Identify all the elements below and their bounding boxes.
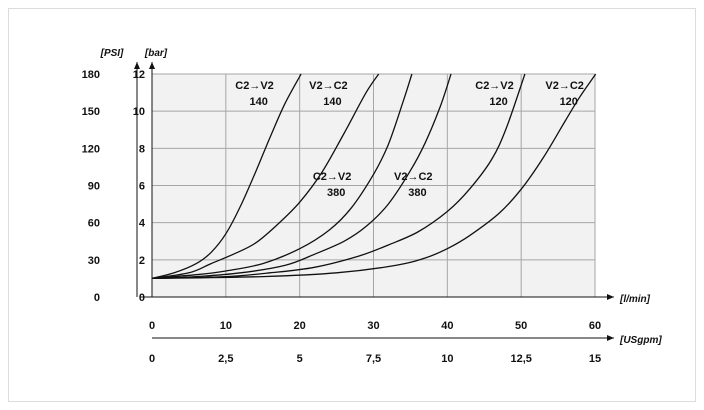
- curve-label: V2→C2: [309, 80, 348, 92]
- y2-tick-label: 60: [88, 218, 100, 230]
- series-line-2: [151, 73, 380, 280]
- series-line-3: [151, 73, 413, 280]
- y2-tick-label: 30: [88, 255, 100, 267]
- curve-label-value: 120: [560, 96, 578, 108]
- x2-tick-label: 0: [149, 353, 155, 365]
- x2-tick-label: 5: [297, 353, 303, 365]
- y2-tick-label: 0: [94, 292, 100, 304]
- y-tick-label: 12: [133, 69, 145, 81]
- series-line-6: [151, 73, 597, 280]
- y-tick-label: 4: [139, 218, 146, 230]
- curve-label-value: 140: [323, 96, 341, 108]
- x2-tick-label: 12,5: [510, 353, 531, 365]
- x2-tick-label: 10: [441, 353, 453, 365]
- y-tick-label: 2: [139, 255, 145, 267]
- x2-axis-label: [USgpm]: [619, 335, 662, 346]
- curve-label: C2→V2: [475, 80, 514, 92]
- grid: [152, 73, 596, 297]
- x-tick-label: 30: [367, 320, 379, 332]
- x-tick-label: 60: [589, 320, 601, 332]
- y2-tick-label: 150: [82, 106, 100, 118]
- y2-axis-label: [PSI]: [100, 48, 124, 59]
- curve-label-value: 120: [489, 96, 507, 108]
- x-tick-label: 10: [220, 320, 232, 332]
- series-group: [151, 73, 597, 280]
- y2-tick-label: 180: [82, 69, 100, 81]
- curve-label: C2→V2: [313, 171, 352, 183]
- x-tick-label: 20: [294, 320, 306, 332]
- tick-labels: 0 10 20 30 40 50 600 2,5 5 7,5 10 12,5 1502468101203…: [82, 69, 601, 365]
- curve-annotations: C2→V2 140 V2→C2 140 C2→V2 380 V2→C2 380 C2→V2 120…: [235, 80, 584, 199]
- y-tick-label: 6: [139, 181, 145, 193]
- y2-tick-label: 90: [88, 181, 100, 193]
- x-tick-label: 40: [441, 320, 453, 332]
- y2-tick-label: 120: [82, 143, 100, 155]
- curve-label: C2→V2: [235, 80, 274, 92]
- series-line-1: [151, 73, 302, 280]
- series-line-5: [151, 73, 526, 280]
- x-axis-label: [l/min]: [619, 294, 651, 305]
- series-line-4: [151, 73, 452, 280]
- x-tick-label: 50: [515, 320, 527, 332]
- curve-label: V2→C2: [545, 80, 584, 92]
- y-tick-label: 8: [139, 143, 145, 155]
- y-tick-label: 10: [133, 106, 145, 118]
- curve-label-value: 380: [327, 187, 345, 199]
- curve-label: V2→C2: [394, 171, 433, 183]
- curve-label-value: 140: [249, 96, 267, 108]
- x2-tick-label: 15: [589, 353, 601, 365]
- y-tick-label: 0: [139, 292, 145, 304]
- x2-tick-label: 2,5: [218, 353, 233, 365]
- curve-label-value: 380: [408, 187, 426, 199]
- x-tick-label: 0: [149, 320, 155, 332]
- y-axis-label: [bar]: [144, 48, 168, 59]
- x2-tick-label: 7,5: [366, 353, 381, 365]
